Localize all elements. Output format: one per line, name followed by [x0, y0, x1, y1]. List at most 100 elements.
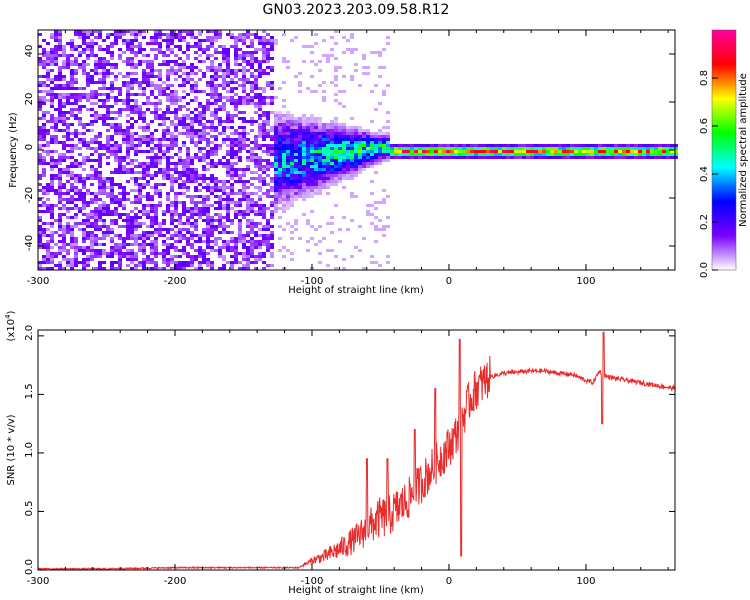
spectrogram-cell	[210, 120, 214, 123]
spectrogram-cell	[82, 42, 86, 45]
spectrogram-cell	[118, 165, 122, 168]
spectrogram-cell	[134, 207, 138, 210]
spectrogram-cell	[258, 255, 262, 258]
spectrogram-cell	[78, 87, 82, 90]
spectrogram-cell	[154, 216, 158, 219]
spectrogram-cell	[278, 174, 282, 177]
spectrogram-cell	[122, 42, 126, 45]
spectrogram-cell	[346, 177, 350, 180]
spectrogram-cell	[142, 93, 146, 96]
spectrogram-cell	[246, 240, 250, 243]
spectrogram-cell	[402, 147, 406, 150]
spectrogram-cell	[302, 147, 306, 150]
spectrogram-cell	[186, 261, 190, 264]
spectrogram-cell	[94, 243, 98, 246]
spectrogram-cell	[50, 237, 54, 240]
spectrogram-cell	[46, 258, 50, 261]
spectrogram-cell	[110, 264, 114, 267]
spectrogram-cell	[166, 231, 170, 234]
spectrogram-cell	[158, 144, 162, 147]
spectrogram-cell	[94, 54, 98, 57]
spectrogram-cell	[98, 264, 102, 267]
spectrogram-cell	[94, 228, 98, 231]
spectrogram-cell	[50, 207, 54, 210]
spectrogram-cell	[174, 168, 178, 171]
spectrogram-cell	[166, 108, 170, 111]
spectrogram-cell	[286, 132, 290, 135]
spectrogram-cell	[226, 96, 230, 99]
spectrogram-cell	[178, 255, 182, 258]
spectrogram-cell	[234, 240, 238, 243]
spectrogram-cell	[334, 144, 338, 147]
spectrogram-cell	[346, 162, 350, 165]
spectrogram-cell	[238, 159, 242, 162]
spectrogram-cell	[330, 48, 334, 51]
spectrogram-cell	[366, 138, 370, 141]
spectrogram-cell	[226, 57, 230, 60]
spectrogram-cell	[250, 192, 254, 195]
spectrogram-cell	[346, 159, 350, 162]
spectrogram-cell	[118, 99, 122, 102]
spectrogram-cell	[258, 123, 262, 126]
spectrogram-cell	[226, 84, 230, 87]
spectrogram-cell	[130, 111, 134, 114]
spectrogram-cell	[262, 243, 266, 246]
spectrogram-cell	[262, 207, 266, 210]
spectrogram-cell	[118, 57, 122, 60]
spectrogram-cell	[110, 105, 114, 108]
spectrogram-cell	[450, 156, 454, 159]
spectrogram-cell	[130, 201, 134, 204]
spectrogram-cell	[298, 159, 302, 162]
spectrogram-cell	[134, 99, 138, 102]
spectrogram-cell	[130, 132, 134, 135]
spectrogram-cell	[234, 93, 238, 96]
spectrogram-cell	[50, 234, 54, 237]
spectrogram-cell	[134, 258, 138, 261]
spectrogram-cell	[206, 252, 210, 255]
spectrogram-cell	[306, 45, 310, 48]
spectrogram-cell	[362, 132, 366, 135]
spectrogram-cell	[70, 93, 74, 96]
spectrogram-cell	[210, 54, 214, 57]
spectrogram-cell	[290, 192, 294, 195]
spectrogram-cell	[134, 183, 138, 186]
spectrogram-cell	[246, 267, 250, 270]
spectrogram-cell	[338, 177, 342, 180]
spectrogram-cell	[150, 249, 154, 252]
spectrogram-cell	[110, 63, 114, 66]
spectrogram-cell	[346, 132, 350, 135]
spectrogram-cell	[162, 249, 166, 252]
spectrogram-cell	[146, 195, 150, 198]
spectrogram-cell	[198, 216, 202, 219]
spectrogram-cell	[218, 198, 222, 201]
spectrogram-cell	[366, 162, 370, 165]
spectrogram-cell	[226, 51, 230, 54]
spectrogram-cell	[126, 258, 130, 261]
spectrogram-cell	[306, 87, 310, 90]
spectrogram-cell	[270, 144, 274, 147]
spectrogram-cell	[162, 114, 166, 117]
spectrogram-cell	[306, 186, 310, 189]
spectrogram-cell	[174, 177, 178, 180]
spectrogram-cell	[166, 144, 170, 147]
spectrogram-cell	[102, 222, 106, 225]
spectrogram-cell	[266, 81, 270, 84]
spectrogram-cell	[66, 252, 70, 255]
spectrogram-cell	[206, 210, 210, 213]
spectrogram-cell	[310, 177, 314, 180]
spectrogram-cell	[318, 141, 322, 144]
spectrogram-cell	[146, 192, 150, 195]
spectrogram-cell	[318, 186, 322, 189]
spectrogram-cell	[178, 174, 182, 177]
spectrogram-cell	[266, 114, 270, 117]
spectrogram-cell	[370, 120, 374, 123]
spectrogram-cell	[250, 171, 254, 174]
spectrogram-cell	[134, 150, 138, 153]
spectrogram-cell	[70, 75, 74, 78]
spectrogram-cell	[126, 30, 130, 33]
spectrogram-cell	[158, 171, 162, 174]
spectrogram-cell	[590, 150, 594, 153]
spectrogram-cell	[346, 153, 350, 156]
spectrogram-cell	[206, 168, 210, 171]
spectrogram-cell	[94, 114, 98, 117]
